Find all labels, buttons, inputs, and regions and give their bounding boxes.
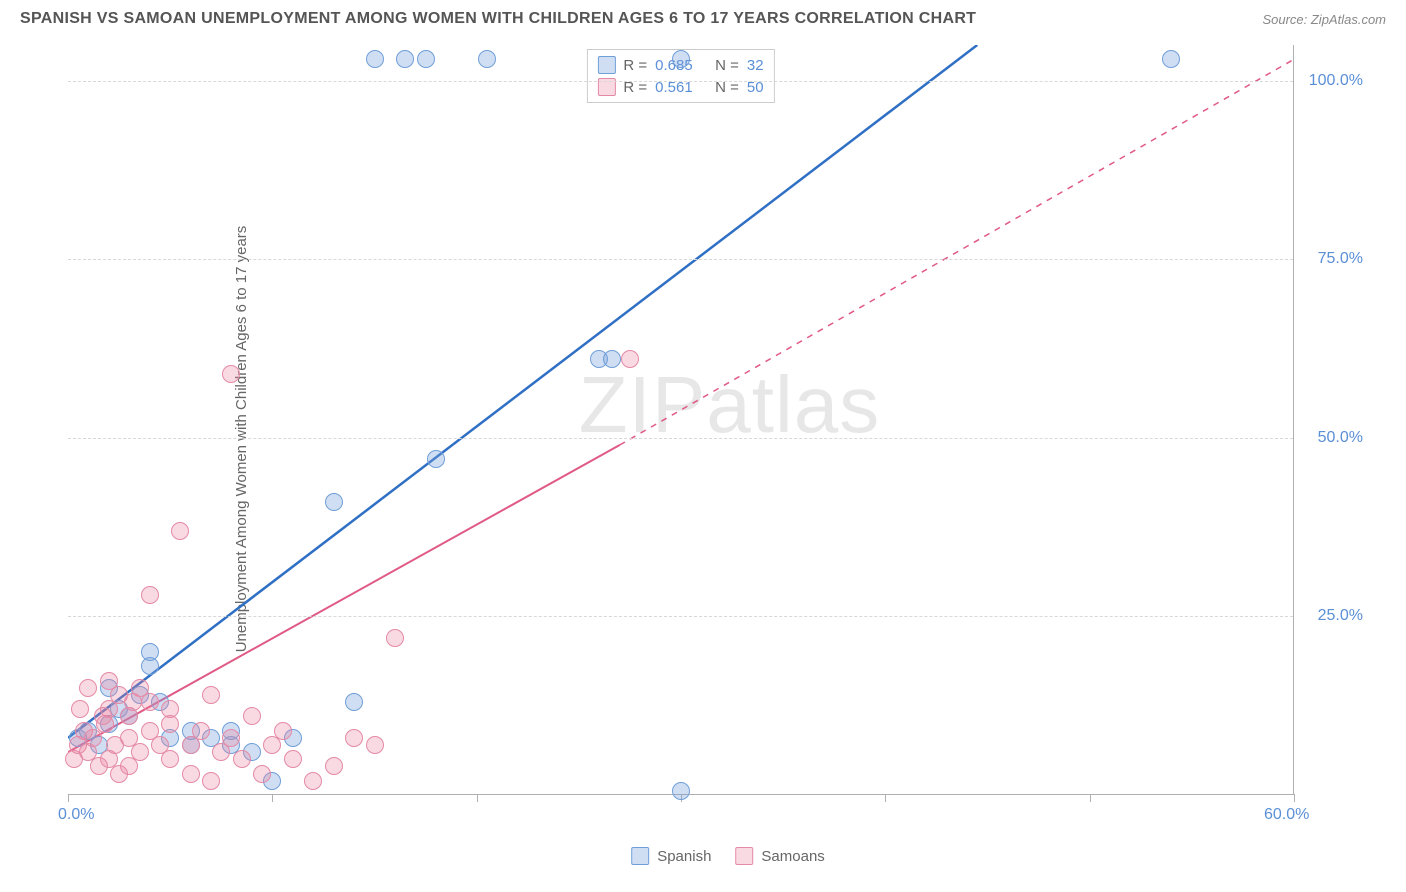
x-tick (1294, 794, 1295, 802)
r-label: R = (623, 57, 647, 74)
data-point (366, 736, 384, 754)
data-point (171, 522, 189, 540)
data-point (672, 782, 690, 800)
x-tick-label: 60.0% (1264, 806, 1309, 824)
data-point (222, 729, 240, 747)
data-point (202, 686, 220, 704)
legend-swatch (597, 56, 615, 74)
data-point (1162, 50, 1180, 68)
legend-item: Spanish (631, 847, 711, 865)
data-point (284, 750, 302, 768)
data-point (386, 629, 404, 647)
data-point (345, 729, 363, 747)
data-point (141, 643, 159, 661)
x-tick (477, 794, 478, 802)
trend-lines (68, 45, 1294, 795)
chart-container: Unemployment Among Women with Children A… (68, 45, 1388, 833)
data-point (427, 450, 445, 468)
data-point (71, 700, 89, 718)
n-value: 32 (747, 57, 764, 74)
data-point (100, 672, 118, 690)
plot-area: ZIPatlas R =0.685N =32R =0.561N =50 25.0… (68, 45, 1294, 795)
data-point (345, 693, 363, 711)
x-tick (68, 794, 69, 802)
data-point (233, 750, 251, 768)
data-point (161, 715, 179, 733)
n-label: N = (715, 57, 739, 74)
data-point (124, 693, 142, 711)
data-point (325, 493, 343, 511)
data-point (192, 722, 210, 740)
data-point (94, 707, 112, 725)
y-tick-label: 50.0% (1318, 429, 1363, 447)
x-tick (272, 794, 273, 802)
data-point (325, 757, 343, 775)
data-point (84, 729, 102, 747)
data-point (182, 765, 200, 783)
x-tick (885, 794, 886, 802)
legend-item: Samoans (735, 847, 824, 865)
legend-swatch (631, 847, 649, 865)
data-point (366, 50, 384, 68)
legend-swatch (735, 847, 753, 865)
data-point (274, 722, 292, 740)
stats-row: R =0.561N =50 (597, 76, 763, 98)
gridline-h (68, 81, 1293, 82)
data-point (161, 750, 179, 768)
legend-label: Spanish (657, 848, 711, 865)
legend-label: Samoans (761, 848, 824, 865)
data-point (672, 50, 690, 68)
data-point (141, 693, 159, 711)
watermark: ZIPatlas (579, 359, 880, 451)
data-point (141, 586, 159, 604)
data-point (304, 772, 322, 790)
chart-title: SPANISH VS SAMOAN UNEMPLOYMENT AMONG WOM… (20, 10, 976, 28)
gridline-h (68, 616, 1293, 617)
data-point (603, 350, 621, 368)
source-label: Source: ZipAtlas.com (1262, 12, 1386, 27)
data-point (222, 365, 240, 383)
data-point (79, 679, 97, 697)
data-point (478, 50, 496, 68)
y-tick-label: 100.0% (1309, 72, 1363, 90)
gridline-h (68, 259, 1293, 260)
data-point (202, 772, 220, 790)
data-point (106, 736, 124, 754)
series-legend: Spanish Samoans (631, 847, 825, 865)
data-point (621, 350, 639, 368)
y-tick-label: 75.0% (1318, 250, 1363, 268)
data-point (243, 707, 261, 725)
data-point (417, 50, 435, 68)
y-tick-label: 25.0% (1318, 607, 1363, 625)
data-point (396, 50, 414, 68)
gridline-h (68, 438, 1293, 439)
data-point (120, 757, 138, 775)
x-tick-label: 0.0% (58, 806, 94, 824)
data-point (253, 765, 271, 783)
x-tick (1090, 794, 1091, 802)
